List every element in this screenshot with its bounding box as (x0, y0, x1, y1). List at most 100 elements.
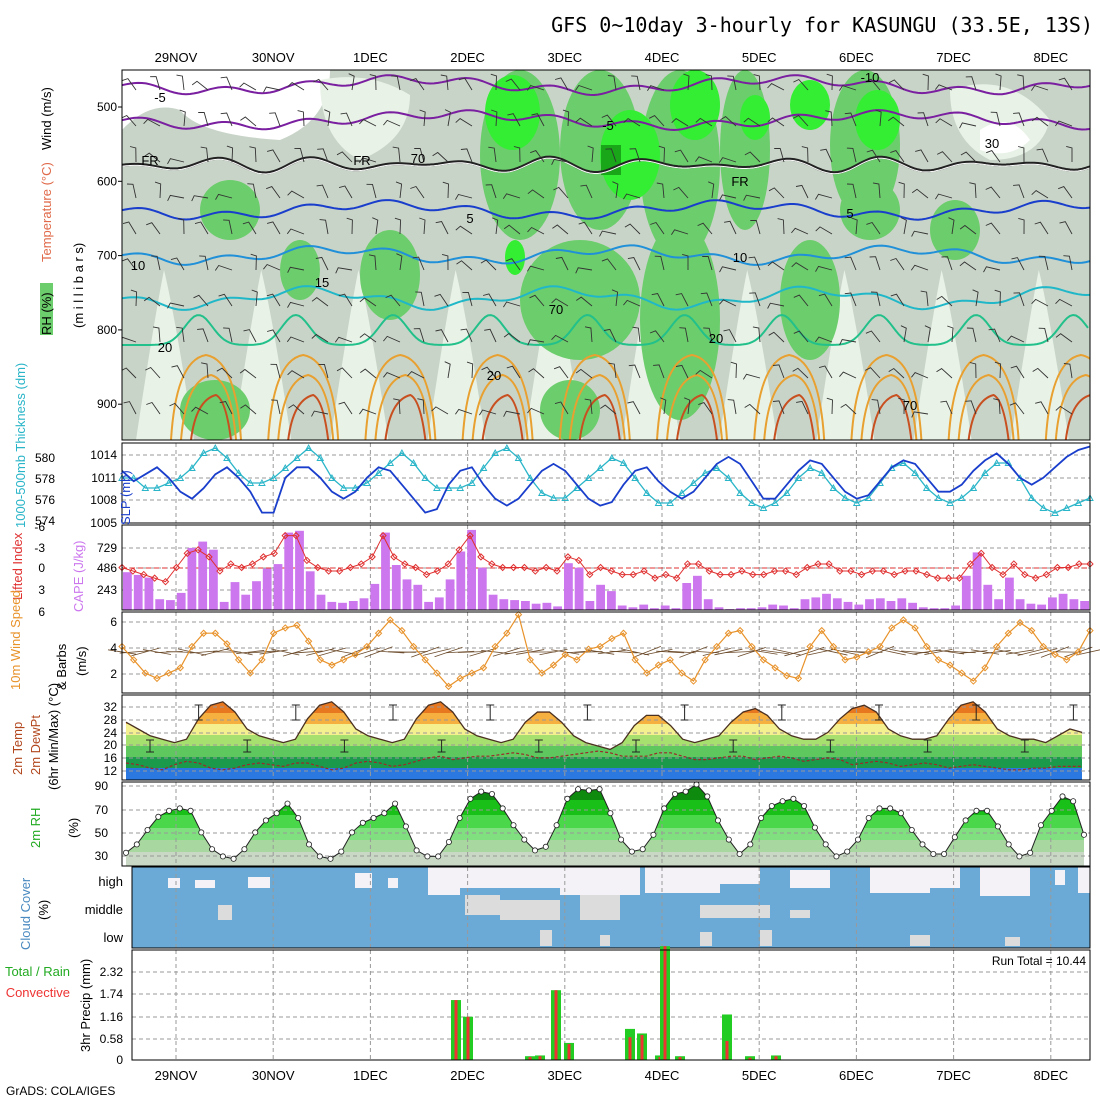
very-moist-area (740, 95, 770, 140)
wind-speed-point (409, 642, 418, 651)
li-point (857, 570, 866, 579)
contour-warm (578, 393, 621, 440)
rh-point (273, 810, 280, 817)
thickness-point (992, 458, 1001, 466)
cape-bar (779, 605, 788, 610)
wind-speed-point (899, 616, 908, 624)
very-moist-area (485, 75, 540, 150)
thickness-point (153, 483, 161, 491)
wind-speed-point (794, 674, 803, 683)
minmax-axis-label: (6hr Min/Max) (°C) (46, 683, 61, 790)
dry-column (136, 270, 194, 440)
temp-tick: 12 (104, 764, 118, 778)
li-point (955, 574, 964, 582)
wind-barb (152, 326, 161, 343)
wind-barb (383, 335, 401, 343)
wind-speed-point (1039, 642, 1048, 651)
cape-bar (1048, 597, 1057, 610)
wind-barb-10m (819, 648, 848, 656)
li-point (1031, 574, 1040, 582)
wind-barb (601, 114, 617, 127)
rh-point (1027, 849, 1034, 856)
cape-bar (596, 584, 605, 610)
cape-bar (488, 594, 498, 610)
li-point (488, 560, 496, 568)
contour-20 (122, 313, 1089, 346)
wind-barb-10m (1017, 648, 1046, 656)
cape-bar (983, 584, 993, 610)
contour-warm (870, 393, 913, 440)
wind-speed-point (328, 661, 336, 669)
rh-point (564, 795, 571, 802)
wind-tick: 4 (110, 641, 117, 655)
li-point (694, 560, 703, 568)
thickness-point (479, 463, 488, 471)
contour-label: 5 (466, 211, 473, 226)
slp-tick: 1014 (90, 448, 117, 462)
minmax-bar (972, 704, 981, 721)
precip-conv-bar (725, 1041, 729, 1060)
temp-line (125, 701, 1083, 751)
li-point (912, 567, 920, 575)
wind-barb (143, 118, 161, 127)
li-point (357, 560, 365, 568)
li-point (205, 553, 213, 561)
wind-barb (555, 256, 569, 271)
thickness-point (526, 473, 535, 481)
cape-bar (703, 599, 713, 610)
high-cloud-gap (790, 870, 830, 888)
li-point (760, 570, 768, 579)
rh-point (919, 841, 926, 848)
wind-speed-point (118, 642, 126, 651)
rh-point (811, 824, 818, 831)
wind-barb (599, 230, 617, 237)
wind-barb (1035, 401, 1049, 415)
wind-barb (801, 146, 809, 163)
rh-point (413, 847, 420, 854)
rh-point (596, 786, 603, 793)
cape-bar (650, 608, 659, 610)
li-tick: -3 (34, 541, 45, 555)
wind-barb (947, 325, 954, 343)
precip-conv-bar (628, 1037, 632, 1060)
wind-barb (948, 217, 955, 235)
rh-point (973, 807, 980, 814)
wind-barb (334, 336, 353, 343)
wind-barb-10m (282, 647, 312, 657)
rh-point (628, 848, 635, 855)
wind-speed-point (631, 656, 639, 664)
rh-field: -10 -5 -5 FR FR FR 5 5 10 10 15 20 20 20 30 70 70 70 (122, 70, 1090, 440)
wind-barb (144, 152, 161, 163)
wind-barb-10m (959, 650, 988, 654)
thickness-point (164, 478, 173, 486)
li-point (1075, 560, 1083, 568)
rh-point (1059, 793, 1066, 800)
wind-barb (793, 330, 809, 343)
li-point (596, 563, 605, 572)
wind-barb (247, 183, 257, 199)
cape-bar (1015, 599, 1025, 610)
cape-bar (467, 529, 476, 610)
wind-barb (297, 110, 305, 127)
precip-panel: 2.32 1.74 1.16 0.58 0 Run Total = 10.44 (100, 946, 1091, 1067)
thickness-point (794, 473, 803, 481)
rh-tick: 90 (95, 779, 109, 793)
wind-barb (199, 255, 209, 271)
li-point (444, 560, 452, 568)
thickness-point (316, 453, 325, 461)
thickness-point (1062, 503, 1071, 511)
contour-minus10 (122, 74, 1090, 97)
rh-point (650, 831, 657, 838)
rh-point (1037, 822, 1044, 829)
wind-speed-point (666, 656, 674, 664)
thickness-point (409, 458, 418, 466)
cape-bar (865, 599, 874, 610)
wind-barb (1009, 402, 1025, 415)
cape-bar (660, 605, 670, 610)
wind-barb (865, 330, 881, 343)
minmax-bar (146, 739, 154, 753)
cape-bar (822, 593, 831, 610)
rh-point (209, 846, 216, 853)
wind-barb (674, 149, 689, 163)
mid-cloud-patch (465, 895, 500, 915)
